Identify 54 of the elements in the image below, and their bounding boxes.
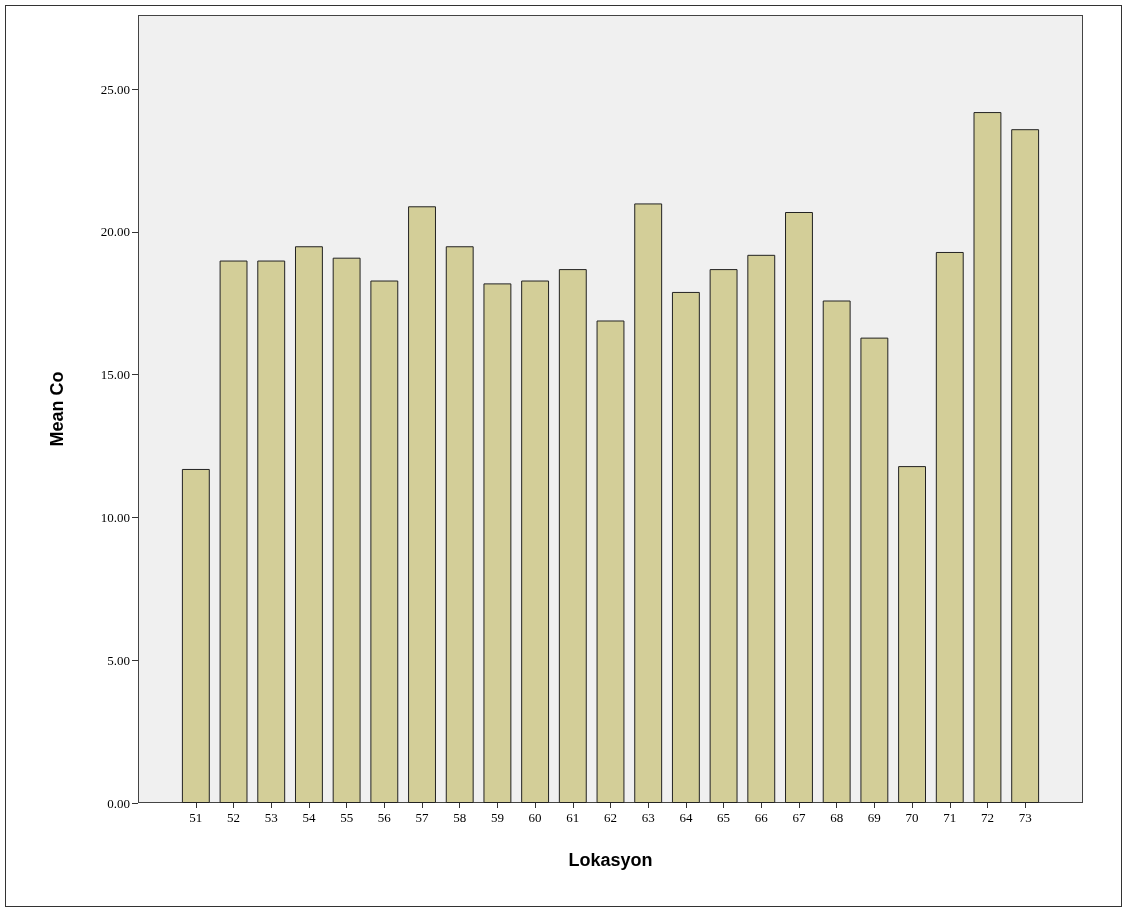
x-tick-label: 66 xyxy=(754,810,769,825)
bar xyxy=(709,269,738,803)
bar xyxy=(521,280,550,803)
x-tick-label: 71 xyxy=(943,810,957,825)
x-tick-label: 54 xyxy=(302,810,316,825)
y-tick-label: 0.00 xyxy=(107,795,130,811)
x-tick-label: 53 xyxy=(264,810,278,825)
y-tick-label: 10.00 xyxy=(100,509,130,525)
x-tick-label: 62 xyxy=(604,810,617,825)
x-tick-label: 72 xyxy=(980,810,994,825)
x-tick-label: 64 xyxy=(679,810,693,825)
x-tick-label: 60 xyxy=(528,810,542,825)
bar xyxy=(181,468,210,803)
y-tick-label: 5.00 xyxy=(107,652,130,668)
y-tick-label: 15.00 xyxy=(100,367,130,383)
x-tick-label: 58 xyxy=(453,810,467,825)
x-tick-label: 73 xyxy=(1018,810,1032,825)
bar xyxy=(483,283,512,803)
bar xyxy=(860,337,889,803)
x-tick-label: 65 xyxy=(717,810,731,825)
y-axis-title: Mean Co xyxy=(47,371,67,447)
bar xyxy=(408,206,436,803)
x-tick-label: 69 xyxy=(867,810,881,825)
bar xyxy=(671,291,700,803)
x-axis-title: Lokasyon xyxy=(568,850,653,870)
bar xyxy=(973,112,1002,803)
bar xyxy=(898,466,927,803)
bar xyxy=(634,203,663,803)
bar xyxy=(558,269,587,803)
x-tick-label: 68 xyxy=(830,810,844,825)
bar xyxy=(747,254,776,803)
bar xyxy=(1011,129,1040,803)
bar xyxy=(370,280,399,803)
x-tick-label: 70 xyxy=(905,810,919,825)
bar xyxy=(596,320,625,803)
bar xyxy=(935,251,964,803)
x-tick-label: 57 xyxy=(415,810,430,825)
x-tick-label: 61 xyxy=(566,810,580,825)
x-tick-label: 63 xyxy=(641,810,655,825)
x-tick-label: 52 xyxy=(227,810,241,825)
bar xyxy=(219,260,248,803)
x-tick-label: 55 xyxy=(340,810,354,825)
y-tick-label: 20.00 xyxy=(100,224,130,240)
x-tick-label: 56 xyxy=(377,810,392,825)
x-tick-label: 67 xyxy=(792,810,806,825)
y-tick-label: 25.00 xyxy=(100,81,130,97)
bar xyxy=(822,300,851,803)
x-tick-label: 59 xyxy=(490,810,504,825)
bar xyxy=(445,246,474,803)
x-tick-label: 51 xyxy=(189,810,203,825)
bar xyxy=(257,260,286,803)
bar xyxy=(294,246,323,803)
bar xyxy=(332,257,361,803)
bar xyxy=(785,212,813,803)
